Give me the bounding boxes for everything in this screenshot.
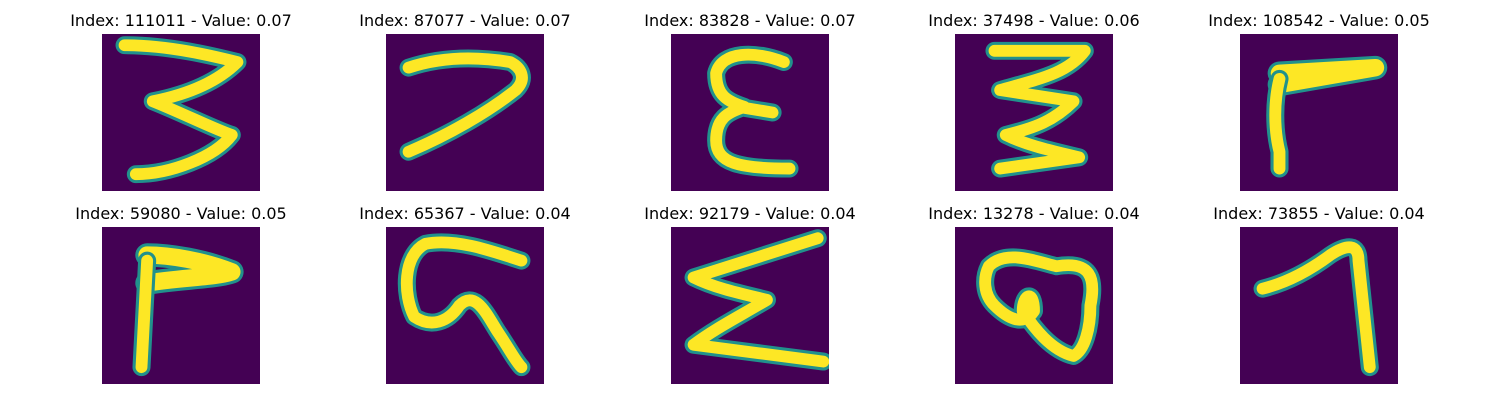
panel-title: Index: 92179 - Value: 0.04 <box>644 204 856 223</box>
panel-4: Index: 37498 - Value: 0.06 <box>904 11 1164 196</box>
digit-image <box>671 34 829 191</box>
digit-image <box>671 227 829 384</box>
panel-10: Index: 73855 - Value: 0.04 <box>1189 204 1449 389</box>
panel-2: Index: 87077 - Value: 0.07 <box>335 11 595 196</box>
digit-glyph-loop <box>955 227 1113 384</box>
digit-image <box>955 227 1113 384</box>
panel-3: Index: 83828 - Value: 0.07 <box>620 11 880 196</box>
panel-7: Index: 65367 - Value: 0.04 <box>335 204 595 389</box>
panel-title: Index: 13278 - Value: 0.04 <box>928 204 1140 223</box>
panel-5: Index: 108542 - Value: 0.05 <box>1189 11 1449 196</box>
digit-glyph-l <box>102 227 260 384</box>
digit-glyph-3 <box>102 34 260 191</box>
digit-glyph-f <box>1240 34 1398 191</box>
digit-glyph-e <box>671 34 829 191</box>
panel-8: Index: 92179 - Value: 0.04 <box>620 204 880 389</box>
digit-glyph-7 <box>386 34 544 191</box>
digit-glyph-3-zigzag <box>955 34 1113 191</box>
panel-title: Index: 83828 - Value: 0.07 <box>644 11 856 30</box>
digit-image <box>386 227 544 384</box>
digit-image <box>386 34 544 191</box>
panel-title: Index: 87077 - Value: 0.07 <box>359 11 571 30</box>
digit-image <box>102 227 260 384</box>
panel-title: Index: 37498 - Value: 0.06 <box>928 11 1140 30</box>
panel-title: Index: 73855 - Value: 0.04 <box>1213 204 1425 223</box>
panel-title: Index: 59080 - Value: 0.05 <box>75 204 287 223</box>
digit-image <box>102 34 260 191</box>
panel-1: Index: 111011 - Value: 0.07 <box>51 11 311 196</box>
digit-image <box>1240 34 1398 191</box>
panel-title: Index: 108542 - Value: 0.05 <box>1208 11 1430 30</box>
digit-glyph-g <box>386 227 544 384</box>
digit-image <box>955 34 1113 191</box>
digit-glyph-sigma <box>671 227 829 384</box>
digit-image <box>1240 227 1398 384</box>
panel-6: Index: 59080 - Value: 0.05 <box>51 204 311 389</box>
panel-title: Index: 111011 - Value: 0.07 <box>70 11 292 30</box>
panel-title: Index: 65367 - Value: 0.04 <box>359 204 571 223</box>
digit-glyph-1 <box>1240 227 1398 384</box>
panel-9: Index: 13278 - Value: 0.04 <box>904 204 1164 389</box>
